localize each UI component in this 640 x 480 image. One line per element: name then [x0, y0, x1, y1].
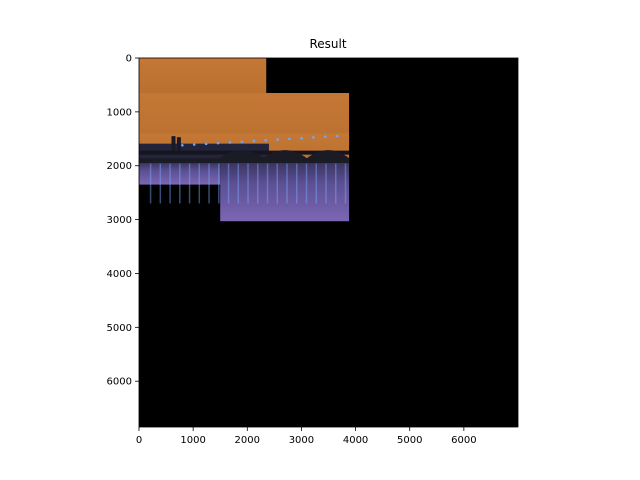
light-reflection	[188, 163, 191, 204]
light-reflection	[208, 163, 210, 204]
light-reflection	[237, 163, 240, 204]
bridge-lamp	[312, 136, 315, 139]
bridge-lamp	[323, 135, 327, 139]
bridge-lamp	[264, 138, 267, 142]
photo-region-water	[220, 163, 350, 222]
x-tick-label: 0	[136, 435, 142, 446]
bridge-lamp	[300, 136, 303, 140]
bridge-silhouette	[139, 134, 350, 164]
light-reflection	[315, 163, 318, 204]
light-reflection	[198, 163, 201, 204]
bridge-lamp	[335, 134, 339, 138]
y-tick-label: 5000	[107, 323, 132, 334]
light-reflection	[334, 163, 337, 204]
church-tower	[176, 137, 181, 151]
result-image	[139, 58, 518, 427]
light-reflection	[218, 163, 220, 204]
bridge-lamp	[288, 137, 291, 141]
photo-region-water	[139, 163, 221, 185]
light-reflection	[305, 163, 308, 204]
bridge-lamp	[216, 141, 220, 145]
y-tick-label: 0	[126, 54, 132, 65]
light-reflection	[266, 163, 269, 204]
light-reflection	[296, 163, 298, 204]
light-reflection	[325, 163, 327, 204]
plot-border	[138, 57, 519, 428]
bridge-lamp	[276, 138, 279, 141]
x-tick-label: 4000	[343, 435, 368, 446]
light-reflection	[257, 163, 259, 204]
x-tick-label: 1000	[180, 435, 205, 446]
x-tick-label: 2000	[235, 435, 260, 446]
bridge-lamp	[240, 140, 244, 144]
light-reflection	[169, 163, 171, 204]
bridge-lamp	[228, 141, 232, 144]
y-tick-label: 1000	[107, 107, 132, 118]
x-tick-label: 5000	[397, 435, 422, 446]
y-axis: 0 1000 2000 3000 4000 5000 6000	[107, 54, 139, 388]
y-tick-label: 4000	[107, 269, 132, 280]
light-reflection	[159, 163, 162, 204]
axes-frame	[138, 57, 519, 428]
x-tick-label: 3000	[289, 435, 314, 446]
x-axis: 0 1000 2000 3000 4000 5000 6000	[136, 427, 477, 446]
light-reflection	[344, 163, 347, 204]
light-reflection	[276, 163, 279, 204]
light-reflection	[149, 163, 152, 204]
light-reflection	[227, 163, 230, 204]
bridge-lamp	[204, 142, 208, 146]
bridge-lamp	[181, 143, 184, 147]
light-reflection	[179, 163, 181, 204]
bridge-lamp	[192, 143, 196, 146]
light-reflection	[286, 163, 288, 204]
photo-region-sky	[139, 58, 267, 94]
chart-title: Result	[309, 37, 346, 51]
bridge-lamp	[252, 139, 256, 143]
light-reflection	[247, 163, 249, 204]
y-tick-label: 2000	[107, 161, 132, 172]
y-tick-label: 6000	[107, 377, 132, 388]
bridge-arches	[139, 150, 350, 164]
x-tick-label: 6000	[451, 435, 476, 446]
church-tower	[171, 136, 176, 151]
y-tick-label: 3000	[107, 215, 132, 226]
